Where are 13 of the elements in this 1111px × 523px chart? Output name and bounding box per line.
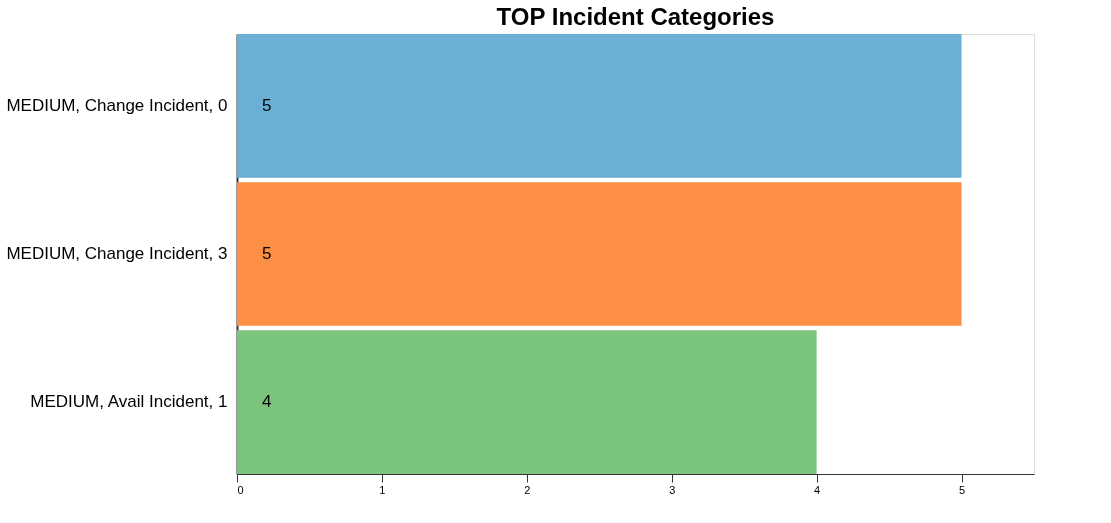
x-tick-label: 2: [524, 483, 531, 496]
x-tick-label: 1: [379, 483, 386, 496]
x-tick-label: 0: [237, 483, 244, 496]
x-tick-label: 5: [958, 483, 966, 496]
y-tick-label: MEDIUM, Avail Incident, 1: [30, 392, 228, 412]
x-tick-label: 4: [814, 483, 821, 496]
data-label: 5: [262, 95, 272, 115]
chart-title: TOP Incident Categories: [496, 3, 775, 30]
x-tick-label: 3: [669, 483, 676, 496]
y-tick-label: MEDIUM, Change Incident, 3: [6, 244, 228, 263]
data-label: 5: [262, 244, 272, 263]
data-label: 4: [262, 392, 272, 412]
y-tick-label: MEDIUM, Change Incident, 0: [6, 95, 228, 115]
